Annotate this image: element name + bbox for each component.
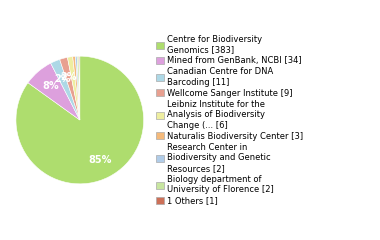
Wedge shape: [60, 57, 80, 120]
Wedge shape: [67, 57, 80, 120]
Legend: Centre for Biodiversity
Genomics [383], Mined from GenBank, NCBI [34], Canadian : Centre for Biodiversity Genomics [383], …: [156, 35, 303, 205]
Wedge shape: [51, 60, 80, 120]
Wedge shape: [28, 63, 80, 120]
Wedge shape: [75, 56, 80, 120]
Text: 8%: 8%: [42, 81, 59, 91]
Wedge shape: [16, 56, 144, 184]
Wedge shape: [73, 56, 80, 120]
Text: 85%: 85%: [89, 155, 112, 165]
Text: 2%: 2%: [54, 74, 71, 84]
Text: 2%: 2%: [60, 72, 77, 82]
Wedge shape: [77, 56, 80, 120]
Wedge shape: [79, 56, 80, 120]
